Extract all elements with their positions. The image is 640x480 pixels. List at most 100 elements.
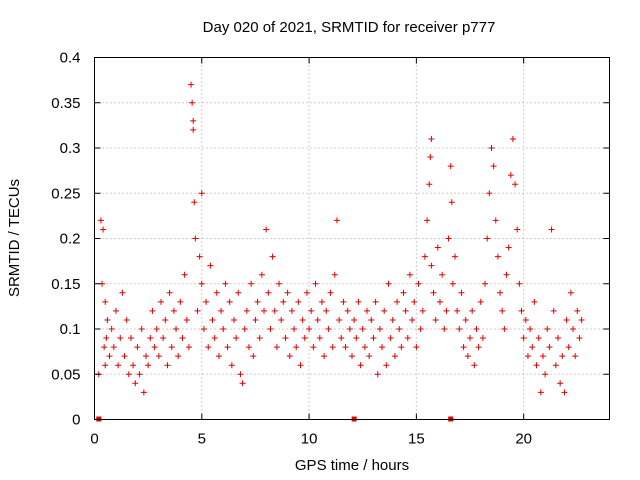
data-point (207, 262, 214, 269)
data-point (501, 326, 508, 332)
data-point (173, 326, 180, 332)
data-point (271, 307, 278, 314)
data-point (239, 380, 246, 387)
data-point (385, 280, 392, 287)
data-point (280, 298, 287, 305)
data-point (452, 253, 458, 260)
data-point (190, 126, 197, 133)
data-point (340, 298, 347, 305)
data-point (160, 335, 167, 342)
data-point (529, 344, 536, 351)
data-point (325, 326, 332, 332)
data-point (145, 362, 152, 369)
data-point (191, 199, 198, 206)
data-point (346, 326, 353, 332)
data-point (164, 362, 171, 369)
data-point (372, 298, 379, 305)
data-point (436, 298, 443, 305)
data-point (522, 316, 529, 323)
data-point (127, 335, 134, 342)
data-point (415, 280, 422, 287)
data-point (546, 344, 553, 351)
data-point (235, 289, 242, 296)
data-point (162, 316, 169, 323)
data-point (190, 117, 197, 124)
data-point (103, 335, 110, 342)
data-point (258, 271, 265, 278)
data-point (424, 217, 431, 224)
y-tick-label: 0.25 (51, 185, 80, 202)
data-point (188, 81, 195, 88)
axis-ticks (94, 57, 610, 420)
x-tick-label: 0 (90, 431, 98, 448)
data-point (198, 280, 205, 287)
data-point (115, 362, 122, 369)
data-point (310, 344, 317, 351)
data-point (559, 353, 566, 360)
data-point (338, 335, 345, 342)
x-axis-title: GPS time / hours (295, 457, 409, 474)
data-point (448, 199, 455, 206)
y-tick-label: 0.4 (60, 50, 81, 67)
data-point (170, 307, 177, 314)
data-point (265, 289, 272, 296)
data-point (479, 335, 486, 342)
data-point (286, 353, 293, 360)
data-point (389, 316, 396, 323)
data-point (123, 316, 130, 323)
data-point (454, 307, 461, 314)
data-point (149, 307, 156, 314)
data-point (458, 289, 465, 296)
data-point (293, 344, 300, 351)
data-point (342, 344, 349, 351)
data-point (505, 244, 512, 251)
data-point (329, 344, 336, 351)
data-point (533, 362, 540, 369)
data-point (427, 154, 434, 161)
y-tick-label: 0.05 (51, 366, 80, 383)
data-point (200, 326, 207, 332)
tick-labels: 0 0.05 0.1 0.15 0.2 0.25 0.3 0.35 0.4 0 5 10 15 20 (51, 50, 532, 448)
data-point (158, 298, 165, 305)
data-point (524, 353, 531, 360)
data-point (117, 335, 124, 342)
data-point (383, 362, 390, 369)
data-point (402, 307, 409, 314)
data-point (321, 353, 328, 360)
data-point (138, 326, 145, 332)
data-point (112, 307, 119, 314)
data-point (110, 344, 117, 351)
data-point (447, 163, 454, 170)
data-point (484, 235, 491, 242)
data-point (482, 280, 489, 287)
data-point (518, 307, 525, 314)
data-point (250, 353, 257, 360)
data-point (509, 135, 516, 142)
data-point (439, 271, 446, 278)
data-point (370, 335, 377, 342)
data-point (475, 344, 482, 351)
data-points (95, 81, 585, 396)
chart-title: Day 020 of 2021, SRMTID for receiver p77… (203, 19, 496, 36)
data-point (179, 335, 186, 342)
data-point (550, 307, 557, 314)
data-point (189, 99, 196, 106)
data-point (428, 135, 435, 142)
data-point (241, 326, 248, 332)
data-point (215, 353, 222, 360)
data-point (567, 289, 574, 296)
data-point (205, 344, 212, 351)
data-point (430, 289, 437, 296)
data-point (552, 362, 559, 369)
data-point (561, 389, 568, 396)
data-point (224, 344, 231, 351)
data-point (503, 271, 510, 278)
data-point (527, 326, 534, 332)
data-point (101, 344, 108, 351)
data-point (125, 371, 132, 378)
data-point (288, 307, 295, 314)
data-point (168, 344, 175, 351)
data-point (226, 298, 233, 305)
y-tick-label: 0.15 (51, 276, 80, 293)
data-point (406, 271, 413, 278)
